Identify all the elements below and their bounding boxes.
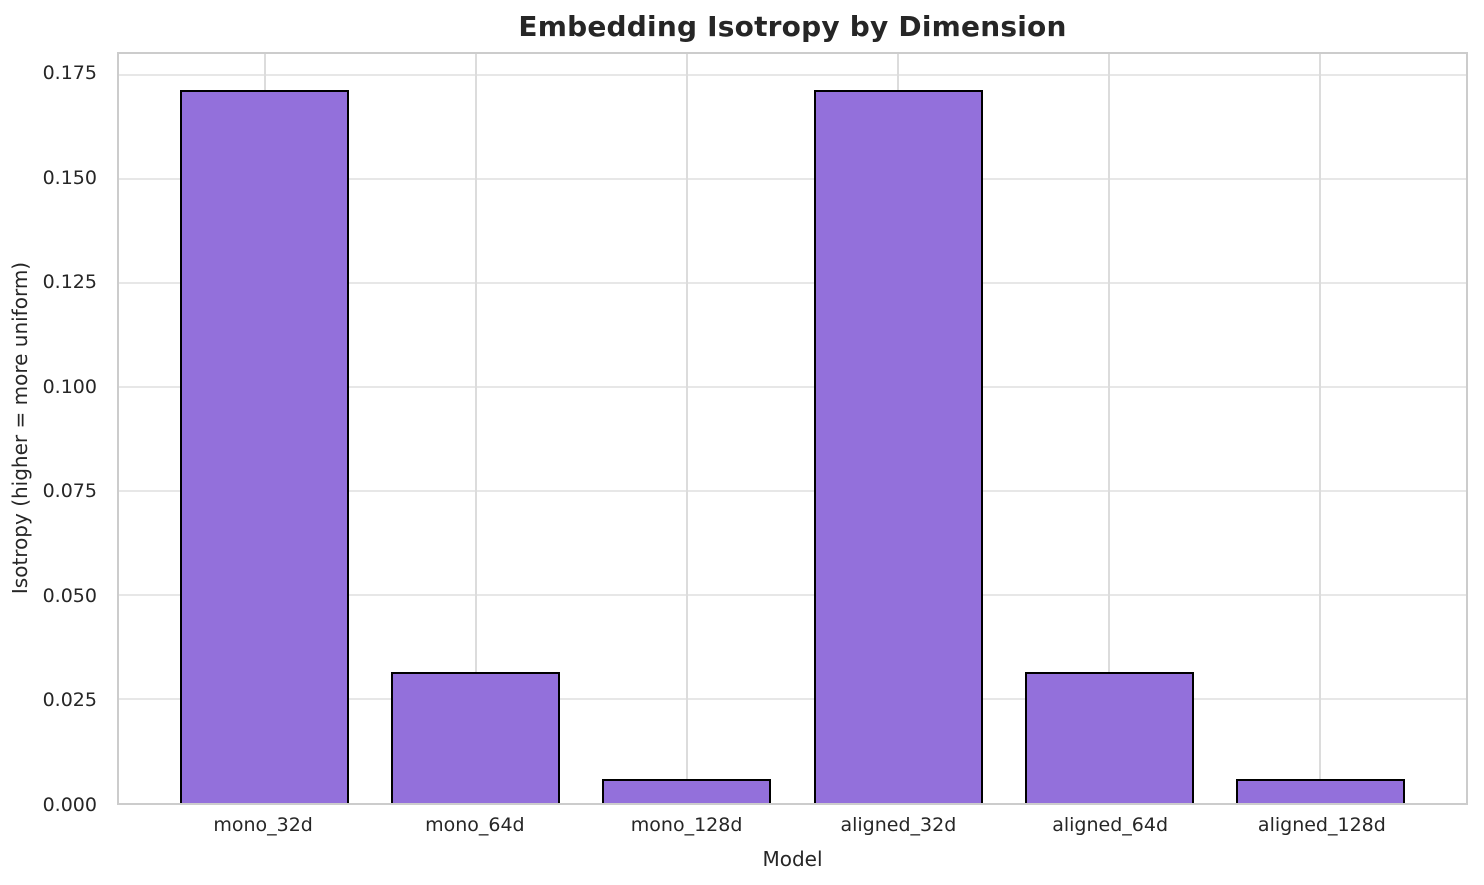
gridline-horizontal (119, 386, 1466, 389)
x-tick-label-mono_32d: mono_32d (213, 814, 313, 836)
gridline-horizontal (119, 74, 1466, 77)
bar-aligned_128d (1235, 779, 1405, 803)
y-tick-label: 0.075 (42, 480, 97, 503)
bar-mono_128d (602, 779, 772, 803)
gridline-horizontal (119, 698, 1466, 701)
y-tick-label: 0.150 (42, 166, 97, 189)
y-tick-label: 0.100 (42, 375, 97, 398)
x-tick-label-aligned_32d: aligned_32d (840, 814, 957, 836)
x-axis-label: Model (762, 847, 823, 871)
gridline-vertical (685, 54, 688, 803)
bar-aligned_64d (1024, 671, 1194, 803)
y-tick-label: 0.050 (42, 584, 97, 607)
x-tick-label-mono_128d: mono_128d (630, 814, 743, 836)
gridline-horizontal (119, 282, 1466, 285)
y-tick-label: 0.125 (42, 271, 97, 294)
bar-aligned_32d (813, 89, 983, 803)
x-axis-ticks: mono_32d mono_64d mono_128d aligned_32d alig… (117, 814, 1468, 842)
plot-area (117, 52, 1468, 805)
bar-mono_32d (180, 89, 350, 803)
gridline-horizontal (119, 594, 1466, 597)
y-tick-label: 0.025 (42, 689, 97, 712)
x-tick-label-aligned_128d: aligned_128d (1257, 814, 1386, 836)
y-axis-ticks: 0.000 0.025 0.050 0.075 0.100 0.125 0.150 0.175 (0, 52, 107, 816)
y-tick-label: 0.000 (42, 794, 97, 816)
x-tick-label-aligned_64d: aligned_64d (1052, 814, 1169, 836)
gridline-vertical (1108, 54, 1111, 803)
gridline-vertical (1319, 54, 1322, 803)
chart-title: Embedding Isotropy by Dimension (518, 10, 1067, 43)
gridline-vertical (474, 54, 477, 803)
x-tick-label-mono_64d: mono_64d (425, 814, 525, 836)
y-tick-label: 0.175 (42, 62, 97, 85)
gridline-horizontal (119, 490, 1466, 493)
gridline-horizontal (119, 178, 1466, 181)
bar-mono_64d (391, 671, 561, 803)
